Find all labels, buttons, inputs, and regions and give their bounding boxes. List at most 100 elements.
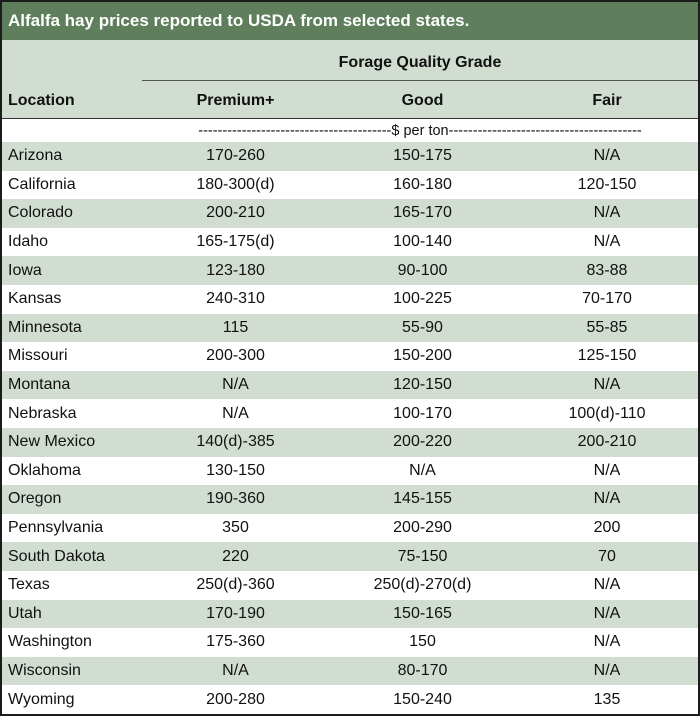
table-row: Idaho 165-175(d) 100-140 N/A — [2, 227, 698, 257]
table-row: Arizona 170-260 150-175 N/A — [2, 142, 698, 171]
fair-cell: N/A — [593, 604, 621, 622]
good-cell: 100-225 — [393, 290, 452, 308]
fair-cell: N/A — [593, 576, 621, 594]
premium-cell: 140(d)-385 — [196, 433, 275, 451]
good-cell: 160-180 — [393, 175, 452, 193]
good-cell: 150-175 — [393, 147, 452, 165]
premium-cell: 165-175(d) — [196, 233, 275, 251]
good-cell: 150-200 — [393, 347, 452, 365]
fair-cell: 200 — [593, 519, 621, 537]
table-row: Washington 175-360 150 N/A — [2, 628, 698, 657]
fair-cell: 120-150 — [577, 175, 637, 193]
fair-cell: 70 — [598, 547, 616, 565]
table-row: California 180-300(d) 160-180 120-150 — [2, 170, 698, 200]
good-cell: 80-170 — [397, 661, 448, 679]
premium-cell: N/A — [222, 661, 249, 679]
premium-cell: 115 — [222, 318, 249, 336]
good-cell: 150-240 — [393, 690, 452, 708]
premium-cell: 190-360 — [206, 490, 265, 508]
good-cell: 200-220 — [393, 433, 452, 451]
fair-cell: N/A — [593, 461, 621, 479]
table-row: Oregon 190-360 145-155 N/A — [2, 485, 698, 514]
table-row: Nebraska N/A 100-170 100(d)-110 — [2, 399, 698, 428]
location-header: Location — [8, 92, 75, 109]
good-cell: 75-150 — [397, 547, 448, 565]
good-header: Good — [401, 92, 444, 109]
fair-cell: N/A — [593, 204, 621, 222]
location-cell: Wisconsin — [8, 661, 81, 679]
good-cell: 150 — [409, 633, 436, 651]
premium-cell: 175-360 — [206, 633, 265, 651]
forage-quality-grade-label: Forage Quality Grade — [338, 54, 502, 71]
location-cell: Minnesota — [8, 318, 82, 336]
header-divider — [142, 80, 698, 81]
table-row: Pennsylvania 350 200-290 200 — [2, 513, 698, 543]
table-title: Alfalfa hay prices reported to USDA from… — [2, 2, 698, 40]
fair-cell: N/A — [593, 490, 621, 508]
location-cell: New Mexico — [8, 433, 96, 451]
location-cell: Arizona — [8, 147, 63, 165]
table-row: Kansas 240-310 100-225 70-170 — [2, 284, 698, 314]
fair-cell: N/A — [593, 661, 621, 679]
premium-cell: 240-310 — [206, 290, 265, 308]
good-cell: 100-140 — [393, 233, 452, 251]
premium-cell: 170-260 — [206, 147, 265, 165]
premium-cell: 250(d)-360 — [196, 576, 275, 594]
table-row: Montana N/A 120-150 N/A — [2, 370, 698, 400]
premium-cell: 350 — [222, 519, 249, 537]
good-cell: 120-150 — [393, 376, 452, 394]
table-header: Forage Quality Grade Location Premium+ G… — [2, 40, 698, 118]
fair-cell: 200-210 — [577, 433, 637, 451]
fair-cell: 83-88 — [586, 261, 628, 279]
premium-cell: 170-190 — [206, 604, 265, 622]
location-cell: Colorado — [8, 204, 73, 222]
fair-cell: N/A — [593, 147, 621, 165]
table-row: Wyoming 200-280 150-240 135 — [2, 685, 698, 714]
location-cell: Missouri — [8, 347, 68, 365]
location-cell: Idaho — [8, 233, 49, 251]
location-cell: California — [8, 175, 76, 193]
fair-cell: N/A — [593, 376, 621, 394]
premium-cell: 180-300(d) — [196, 175, 275, 193]
good-cell: 200-290 — [393, 519, 452, 537]
location-cell: Texas — [8, 576, 50, 594]
fair-cell: N/A — [593, 233, 621, 251]
fair-cell: N/A — [593, 633, 621, 651]
fair-cell: 135 — [593, 690, 621, 708]
premium-cell: 130-150 — [206, 461, 265, 479]
good-cell: 55-90 — [402, 318, 443, 336]
table-row: Iowa 123-180 90-100 83-88 — [2, 256, 698, 285]
fair-header: Fair — [592, 92, 622, 109]
table-row: South Dakota 220 75-150 70 — [2, 542, 698, 571]
premium-cell: 200-300 — [206, 347, 265, 365]
premium-header: Premium+ — [196, 92, 275, 109]
good-cell: 100-170 — [393, 404, 452, 422]
premium-cell: 200-280 — [206, 690, 265, 708]
table-row: Minnesota 115 55-90 55-85 — [2, 313, 698, 343]
table-row: Texas 250(d)-360 250(d)-270(d) N/A — [2, 570, 698, 600]
location-cell: Iowa — [8, 261, 42, 279]
location-cell: Wyoming — [8, 690, 75, 708]
table-row: Oklahoma 130-150 N/A N/A — [2, 456, 698, 486]
good-cell: 90-100 — [397, 261, 448, 279]
good-cell: 165-170 — [393, 204, 452, 222]
fair-cell: 125-150 — [577, 347, 637, 365]
location-cell: Washington — [8, 633, 92, 651]
premium-cell: 220 — [222, 547, 249, 565]
location-cell: Oklahoma — [8, 461, 81, 479]
fair-cell: 100(d)-110 — [568, 404, 646, 422]
location-cell: Oregon — [8, 490, 62, 508]
location-cell: Montana — [8, 376, 71, 394]
location-cell: Utah — [8, 604, 42, 622]
premium-cell: 200-210 — [206, 204, 265, 222]
table-row: New Mexico 140(d)-385 200-220 200-210 — [2, 427, 698, 457]
header-bottom-rule — [2, 118, 698, 119]
location-cell: Nebraska — [8, 404, 77, 422]
table-body: Arizona 170-260 150-175 N/A California 180-30… — [2, 142, 698, 714]
premium-cell: N/A — [222, 404, 249, 422]
location-cell: South Dakota — [8, 547, 105, 565]
unit-label: ----------------------------------------… — [2, 119, 698, 142]
premium-cell: N/A — [222, 376, 249, 394]
good-cell: 150-165 — [393, 604, 452, 622]
good-cell: 145-155 — [393, 490, 452, 508]
